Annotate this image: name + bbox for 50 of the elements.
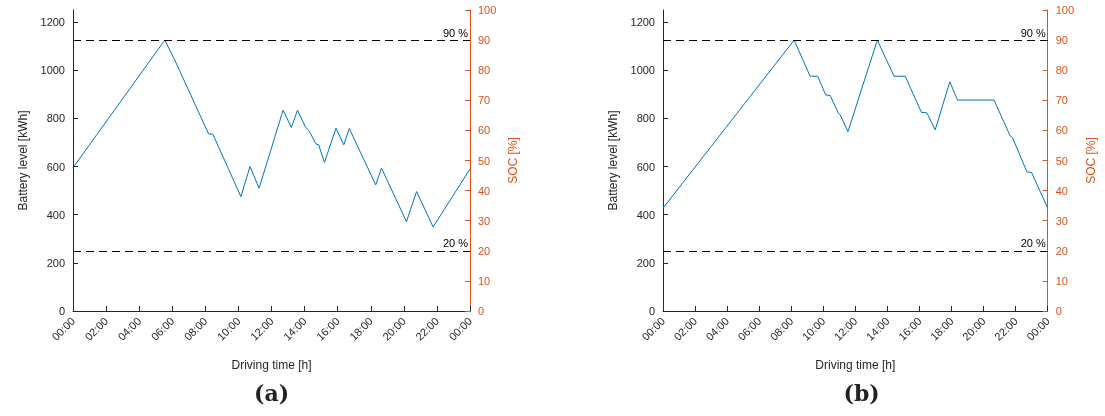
y2-tick-label: 20	[478, 244, 491, 257]
y2-tick-label: 80	[478, 64, 491, 77]
y2-tick-label: 70	[478, 94, 491, 107]
y2-tick-label: 20	[1055, 244, 1068, 257]
y2-tick-label: 50	[1055, 154, 1068, 167]
y2-tick-label: 60	[1055, 124, 1068, 137]
y2-tick-label: 70	[1055, 94, 1068, 107]
x-axis-title: Driving time [h]	[231, 358, 312, 372]
y2-tick-label: 60	[478, 124, 491, 137]
x-axis-title: Driving time [h]	[815, 358, 896, 372]
y-axis-title: Battery level [kWh]	[15, 110, 30, 211]
y2-tick-label: 10	[478, 274, 491, 287]
y2-tick-label: 100	[1055, 4, 1075, 16]
line-series	[662, 39, 1049, 209]
y-tick-label: 0	[58, 305, 65, 317]
y-tick-label: 800	[636, 112, 655, 125]
y2-tick-label: 80	[1055, 64, 1068, 77]
y2-tick-label: 30	[478, 214, 491, 227]
y2-tick-label: 0	[478, 305, 485, 317]
ref-line-label: 90 %	[1020, 26, 1046, 39]
y2-tick-label: 30	[1055, 214, 1068, 227]
y-tick-label: 400	[636, 208, 655, 221]
y-tick-label: 400	[46, 208, 65, 221]
y2-tick-label: 40	[1055, 184, 1068, 197]
y2-tick-label: 40	[478, 184, 491, 197]
y-tick-label: 1000	[630, 64, 655, 77]
y-axis-title: Battery level [kWh]	[605, 110, 620, 211]
y-tick-label: 0	[648, 305, 655, 317]
y2-tick-label: 0	[1055, 305, 1062, 317]
y2-axis-title: SOC [%]	[506, 137, 521, 184]
ref-line-label: 20 %	[442, 237, 469, 250]
y2-tick-label: 90	[478, 34, 491, 47]
line-series	[72, 39, 471, 228]
text: (b)	[843, 380, 880, 406]
y-tick-label: 1000	[40, 64, 65, 77]
y2-tick-label: 100	[478, 4, 497, 16]
y-tick-label: 600	[636, 160, 655, 173]
y-tick-label: 1200	[630, 16, 655, 29]
y2-axis-title: SOC [%]	[1084, 137, 1098, 184]
y-tick-label: 200	[46, 256, 65, 269]
y-tick-label: 1200	[40, 16, 65, 29]
text: (a)	[254, 380, 290, 406]
ref-line-label: 90 %	[442, 26, 469, 39]
ref-line-label: 20 %	[1020, 237, 1046, 250]
y2-tick-label: 10	[1055, 274, 1068, 287]
y-tick-label: 200	[636, 256, 655, 269]
y-tick-label: 800	[46, 112, 65, 125]
y2-tick-label: 50	[478, 154, 491, 167]
y2-tick-label: 90	[1055, 34, 1068, 47]
y-tick-label: 600	[46, 160, 65, 173]
